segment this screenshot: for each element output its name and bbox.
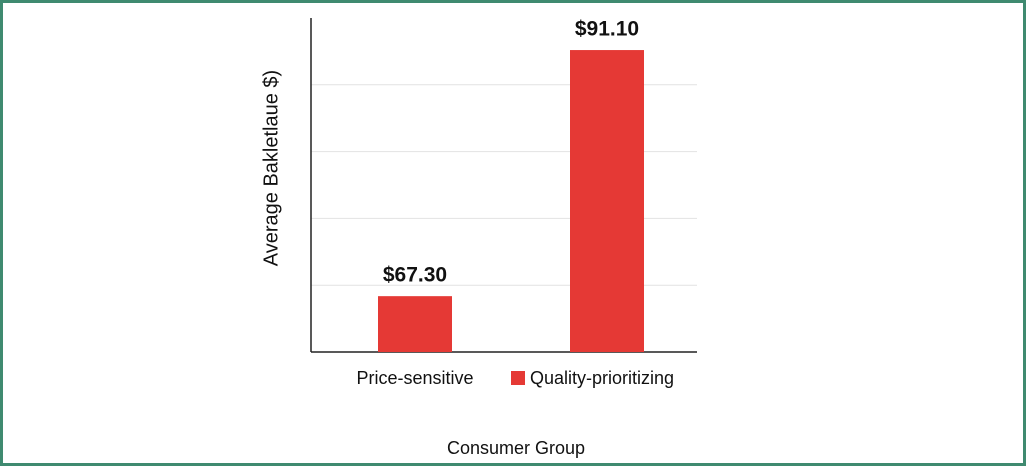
legend-swatch [511,371,525,385]
bar [378,296,452,352]
x-tick-label: Price-sensitive [356,368,473,388]
bar [570,50,644,353]
value-label: $91.10 [575,18,639,41]
x-axis-label: Consumer Group [447,438,585,458]
y-axis-label: Average Bakletlaue $) [260,70,282,266]
value-label: $67.30 [383,264,447,287]
x-tick-label: Quality-prioritizing [530,368,674,388]
